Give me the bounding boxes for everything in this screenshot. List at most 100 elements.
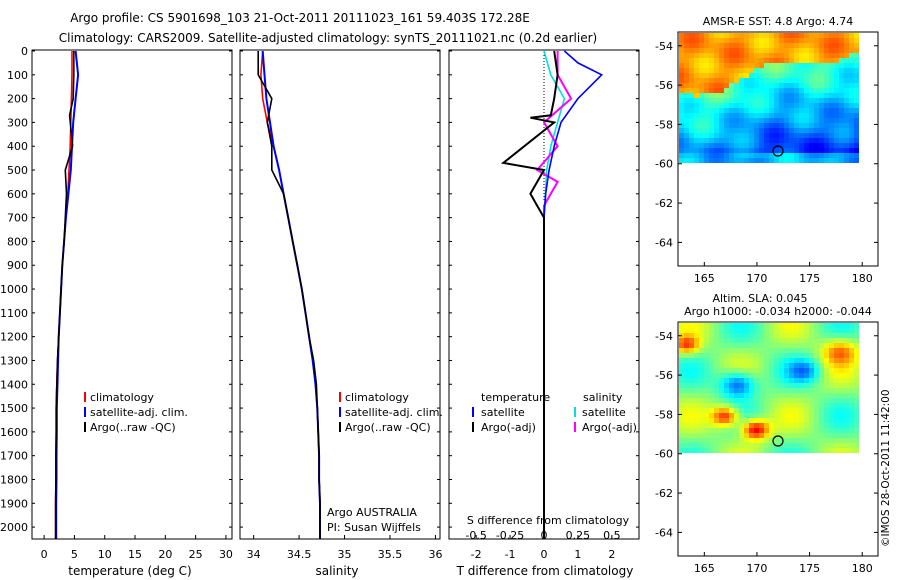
field-cell: [819, 388, 824, 393]
field-cell: [729, 368, 734, 373]
field-cell: [769, 443, 774, 448]
field-cell: [774, 388, 779, 393]
field-cell: [789, 398, 794, 403]
field-cell: [684, 388, 689, 393]
field-cell: [849, 98, 854, 103]
field-cell: [854, 378, 859, 383]
field-cell: [789, 328, 794, 333]
field-cell: [779, 33, 784, 38]
field-cell: [739, 133, 744, 138]
field-cell: [834, 93, 839, 98]
field-cell: [719, 63, 724, 68]
field-cell: [749, 398, 754, 403]
field-cell: [799, 343, 804, 348]
field-cell: [804, 418, 809, 423]
field-cell: [734, 98, 739, 103]
field-cell: [739, 73, 744, 78]
field-cell: [679, 443, 684, 448]
field-cell: [694, 408, 699, 413]
field-cell: [784, 58, 789, 63]
field-cell: [684, 353, 689, 358]
field-cell: [779, 418, 784, 423]
field-cell: [749, 63, 754, 68]
field-cell: [829, 58, 834, 63]
field-cell: [694, 58, 699, 63]
field-cell: [744, 143, 749, 148]
field-cell: [714, 388, 719, 393]
salinity-panel-frame: [239, 49, 441, 540]
field-cell: [689, 393, 694, 398]
field-cell: [824, 373, 829, 378]
field-cell: [729, 158, 734, 163]
difference-t-xtick-label: 1: [574, 548, 581, 561]
field-cell: [749, 78, 754, 83]
field-cell: [709, 138, 714, 143]
field-cell: [714, 128, 719, 133]
field-cell: [679, 88, 684, 93]
field-cell: [814, 138, 819, 143]
field-cell: [724, 108, 729, 113]
field-cell: [804, 83, 809, 88]
field-cell: [719, 343, 724, 348]
field-cell: [784, 88, 789, 93]
field-cell: [724, 63, 729, 68]
field-cell: [759, 138, 764, 143]
field-cell: [779, 43, 784, 48]
field-cell: [794, 333, 799, 338]
field-cell: [744, 58, 749, 63]
temperature-xlabel: temperature (deg C): [68, 564, 191, 578]
field-cell: [709, 438, 714, 443]
field-cell: [719, 158, 724, 163]
field-cell: [849, 378, 854, 383]
field-cell: [689, 123, 694, 128]
field-cell: [734, 323, 739, 328]
sst-map-xtick-label: 170: [746, 272, 767, 285]
field-cell: [694, 68, 699, 73]
field-cell: [739, 383, 744, 388]
field-cell: [729, 353, 734, 358]
field-cell: [834, 108, 839, 113]
field-cell: [809, 58, 814, 63]
field-cell: [804, 88, 809, 93]
field-cell: [829, 103, 834, 108]
field-cell: [844, 33, 849, 38]
field-cell: [804, 348, 809, 353]
field-cell: [749, 358, 754, 363]
field-cell: [809, 408, 814, 413]
field-cell: [804, 103, 809, 108]
field-cell: [739, 338, 744, 343]
field-cell: [679, 418, 684, 423]
field-cell: [799, 133, 804, 138]
field-cell: [824, 133, 829, 138]
field-cell: [809, 138, 814, 143]
field-cell: [764, 33, 769, 38]
field-cell: [829, 133, 834, 138]
field-cell: [819, 108, 824, 113]
field-cell: [704, 103, 709, 108]
field-cell: [729, 113, 734, 118]
field-cell: [739, 98, 744, 103]
field-cell: [734, 38, 739, 43]
field-cell: [804, 413, 809, 418]
field-cell: [829, 123, 834, 128]
field-cell: [744, 378, 749, 383]
field-cell: [844, 123, 849, 128]
field-cell: [814, 133, 819, 138]
field-cell: [784, 323, 789, 328]
field-cell: [694, 403, 699, 408]
field-cell: [809, 93, 814, 98]
field-cell: [774, 93, 779, 98]
field-cell: [774, 358, 779, 363]
chart-marks: 0100200300400500600700800900100011001200…: [0, 40, 878, 575]
field-cell: [774, 338, 779, 343]
field-cell: [784, 38, 789, 43]
field-cell: [839, 153, 844, 158]
field-cell: [709, 83, 714, 88]
field-cell: [784, 418, 789, 423]
field-cell: [769, 33, 774, 38]
field-cell: [699, 128, 704, 133]
field-cell: [679, 63, 684, 68]
field-cell: [754, 438, 759, 443]
field-cell: [714, 33, 719, 38]
field-cell: [739, 393, 744, 398]
